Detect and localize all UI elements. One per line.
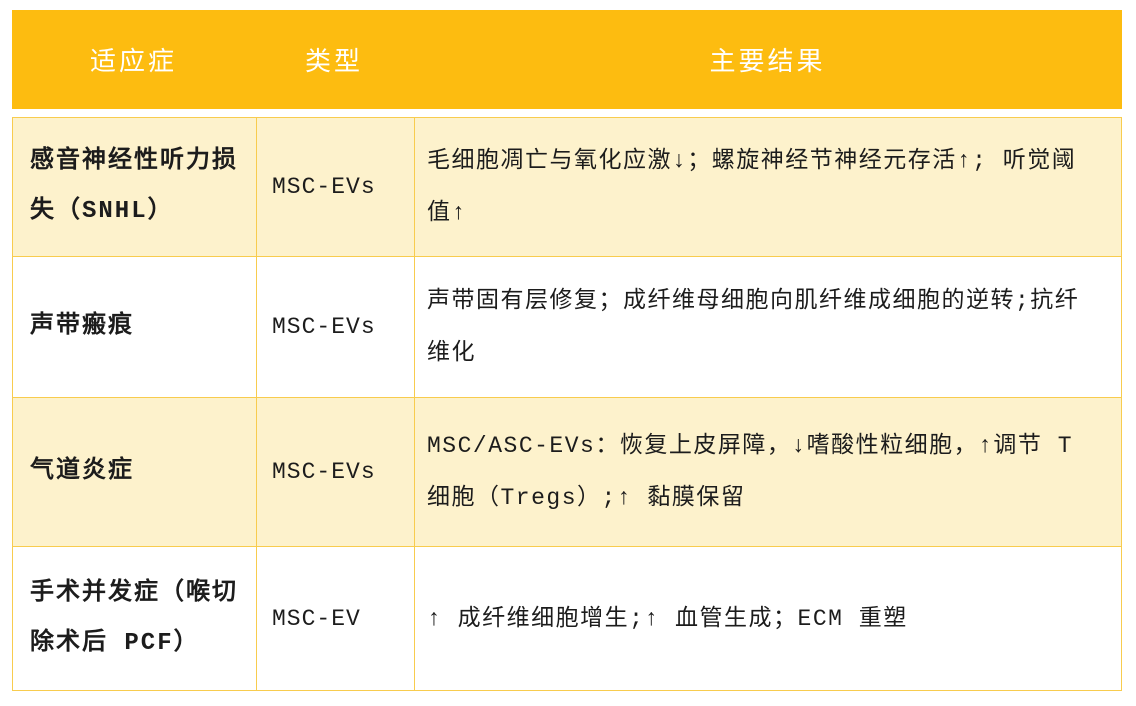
cell-indication: 声带瘢痕 bbox=[30, 313, 134, 340]
cell-type: MSC-EVs bbox=[256, 118, 414, 256]
cell-indication: 感音神经性听力损失（SNHL） bbox=[30, 148, 238, 225]
cell-indication: 手术并发症（喉切除术后 PCF） bbox=[30, 579, 238, 657]
table-row-vocal-fold-scar: 声带瘢痕 MSC-EVs 声带固有层修复；成纤维母细胞向肌纤维成细胞的逆转;抗纤… bbox=[13, 256, 1121, 397]
table-row-airway-inflammation: 气道炎症 MSC-EVs MSC/ASC-EVs：恢复上皮屏障，↓嗜酸性粒细胞，… bbox=[13, 397, 1121, 546]
column-header-indication: 适应症 bbox=[89, 48, 177, 78]
cell-type: MSC-EV bbox=[256, 547, 414, 690]
column-header-type: 类型 bbox=[304, 48, 363, 78]
table-body: 感音神经性听力损失（SNHL） MSC-EVs 毛细胞凋亡与氧化应激↓；螺旋神经… bbox=[12, 117, 1122, 691]
cell-indication: 气道炎症 bbox=[30, 458, 134, 485]
cell-main-result: 毛细胞凋亡与氧化应激↓；螺旋神经节神经元存活↑; 听觉阈值↑ bbox=[414, 118, 1121, 256]
table-header-row: 适应症 类型 主要结果 bbox=[12, 10, 1122, 109]
cell-main-result: 声带固有层修复；成纤维母细胞向肌纤维成细胞的逆转;抗纤维化 bbox=[414, 257, 1121, 397]
table-row-snhl: 感音神经性听力损失（SNHL） MSC-EVs 毛细胞凋亡与氧化应激↓；螺旋神经… bbox=[13, 118, 1121, 256]
column-header-main-results: 主要结果 bbox=[709, 48, 826, 78]
cell-type: MSC-EVs bbox=[256, 398, 414, 546]
cell-main-result: MSC/ASC-EVs：恢复上皮屏障，↓嗜酸性粒细胞，↑调节 T 细胞（Treg… bbox=[414, 398, 1121, 546]
table-row-surgical-complications: 手术并发症（喉切除术后 PCF） MSC-EV ↑ 成纤维细胞增生;↑ 血管生成… bbox=[13, 546, 1121, 690]
cell-type: MSC-EVs bbox=[256, 257, 414, 397]
cell-main-result: ↑ 成纤维细胞增生;↑ 血管生成；ECM 重塑 bbox=[414, 547, 1121, 690]
